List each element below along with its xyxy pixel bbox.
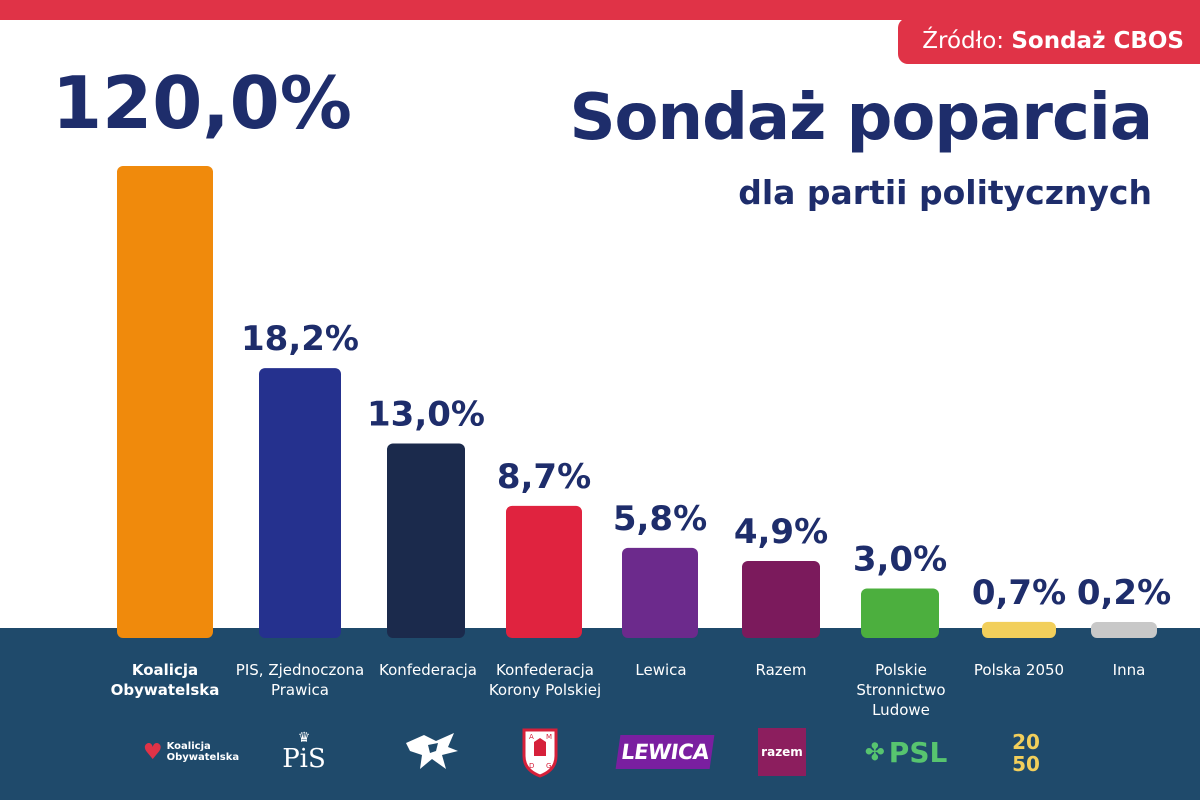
value-label-3: 8,7% [497,457,591,497]
bar-3 [506,505,582,638]
category-label-pis: PIS, Zjednoczona Prawica [235,661,365,699]
kkp-letter-g: G [546,762,551,770]
value-label-1: 18,2% [241,319,359,359]
category-panel [0,628,1200,800]
category-label-polska2050: Polska 2050 [973,661,1065,679]
ko-logo-line1: Koalicja [166,741,211,752]
value-label-5: 4,9% [734,512,828,552]
kkp-letter-m: M [546,733,552,741]
category-label-lewica: Lewica [635,661,687,679]
heart-icon: ♥ [142,739,163,765]
category-label-razem: Razem [755,661,807,679]
pis-logo: ♛ PiS [264,722,344,782]
eagle-icon [406,733,458,769]
psl-logo: ✤ PSL [864,722,948,782]
bar-0 [117,166,213,638]
lewica-logo: LEWICA [615,735,715,769]
konfederacja-logo [390,722,474,782]
source-name: Sondaż CBOS [1011,28,1184,54]
kkp-letter-d: D [529,762,534,770]
bar-7 [982,621,1056,638]
chart-subtitle: dla partii politycznych [738,173,1152,212]
crown-icon: ♛ [297,730,311,746]
value-label-6: 3,0% [853,540,947,580]
category-label-psl: Polskie Stronnictwo Ludowe [856,661,946,719]
koalicja-obywatelska-logo: ♥ Koalicja Obywatelska [136,722,246,782]
source-badge: Źródło: Sondaż CBOS [898,18,1200,64]
category-label-inna: Inna [1112,661,1146,679]
value-label-7: 0,7% [972,573,1066,613]
top-stripe [0,0,1200,20]
clover-icon: ✤ [864,738,885,766]
bar-5 [742,560,820,638]
bar-8 [1091,622,1157,638]
value-label-0: 120,0% [52,61,352,145]
polska-2050-logo-bottom: 50 [1012,752,1040,776]
category-label-konfederacja: Konfederacja [379,661,477,679]
bar-4 [622,547,698,638]
psl-logo-text: PSL [888,735,948,769]
shield-icon: A M D G [522,728,558,778]
bar-2 [387,443,465,638]
source-label: Źródło: [922,28,1005,54]
value-label-4: 5,8% [613,499,707,539]
razem-logo: razem [758,728,806,776]
polska-2050-logo-top: 20 [1012,730,1040,754]
pis-logo-text: PiS [282,744,326,774]
korona-polska-logo: A M D G [510,722,570,782]
value-label-2: 13,0% [367,395,485,435]
value-label-8: 0,2% [1077,573,1171,613]
chart-title: Sondaż poparcia [569,81,1153,155]
kkp-letter-a: A [529,733,534,741]
bar-6 [861,588,939,638]
polska-2050-mark: 20 50 [1012,730,1040,776]
polska-2050-logo: 20 50 [1004,722,1048,782]
bar-1 [259,368,341,638]
category-label-ko: Koalicja Obywatelska [110,661,220,699]
category-label-kkp: Konfederacja Korony Polskiej [488,661,602,699]
ko-logo-line2: Obywatelska [166,752,240,763]
